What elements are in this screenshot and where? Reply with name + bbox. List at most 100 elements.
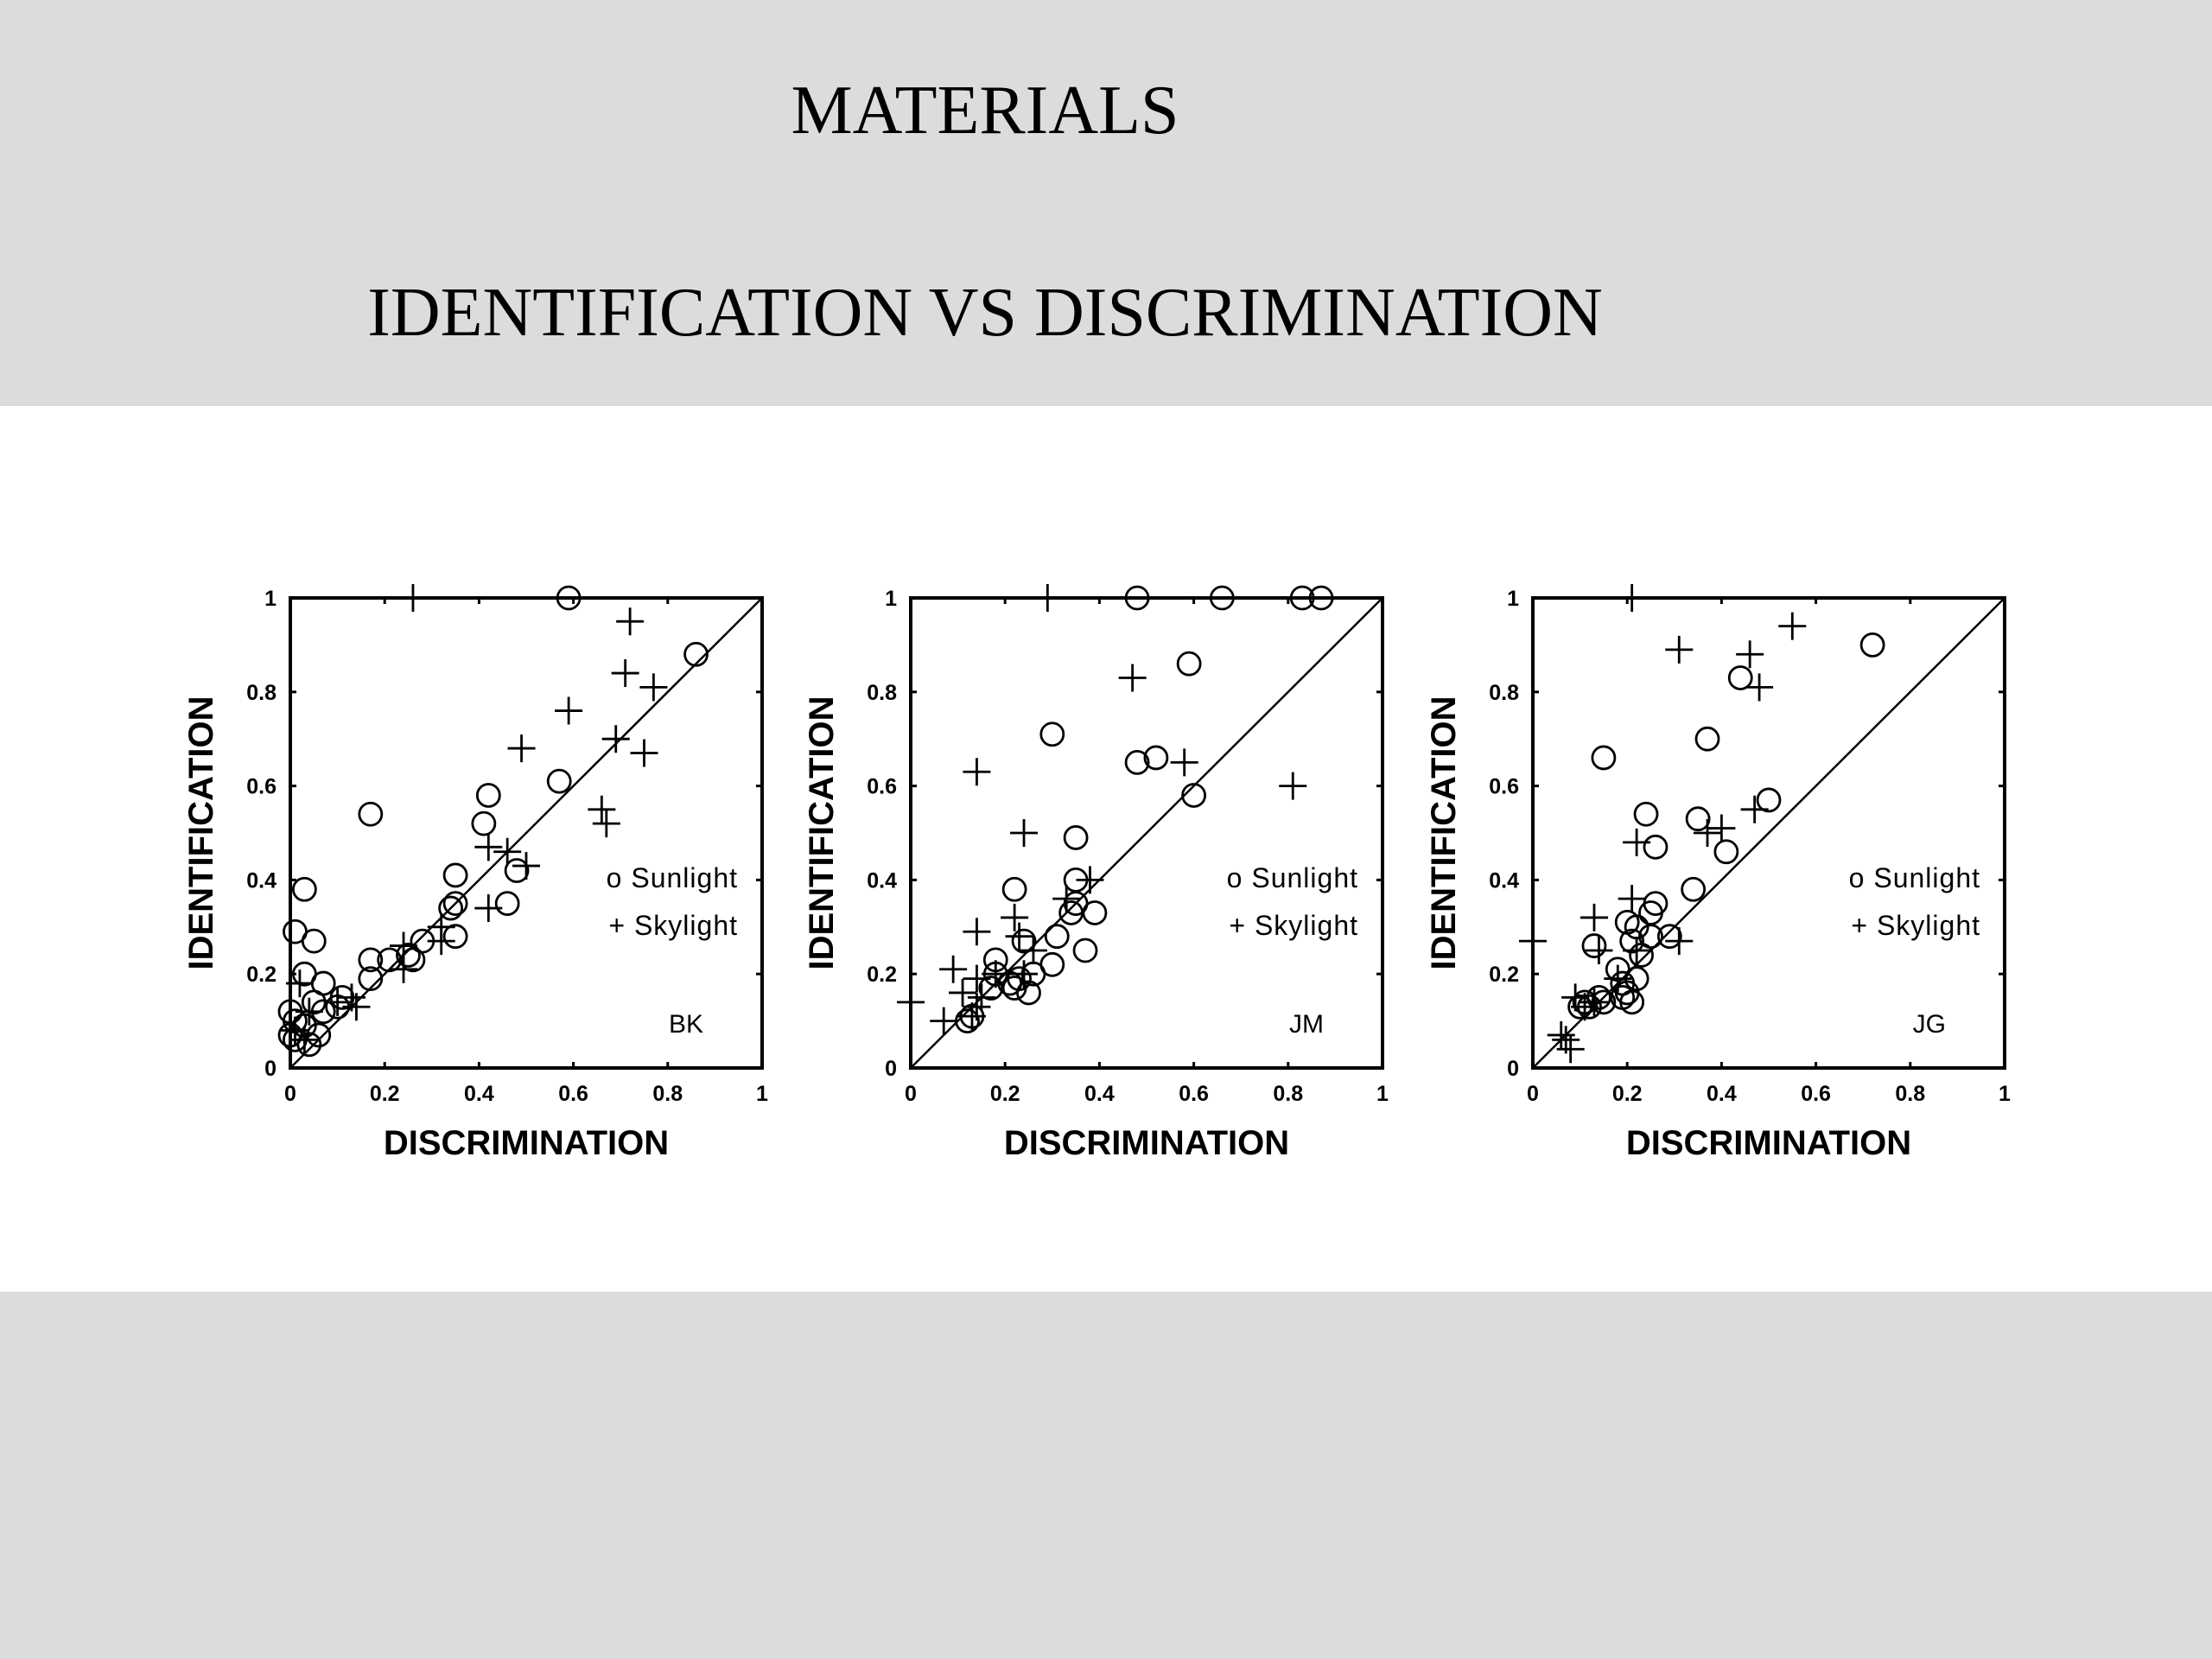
skylight-point [512,852,540,880]
y-tick-label: 0.2 [867,963,897,987]
sunlight-point [1001,876,1027,902]
sunlight-point [1308,585,1334,611]
skylight-point [295,997,323,1026]
skylight-point [474,894,503,923]
y-axis-label: IDENTIFICATION [803,696,841,969]
panel-label: JM [1289,1010,1324,1039]
x-tick-label: 0.8 [652,1082,683,1106]
y-tick-label: 0.4 [246,868,276,893]
x-tick-label: 0.8 [1895,1082,1925,1106]
skylight-point [1010,960,1039,988]
panel-label: BK [669,1010,703,1039]
skylight-point [639,673,668,702]
identity-line [910,597,1383,1069]
slide-footer [0,1292,2212,1659]
sunlight-point [358,966,384,992]
skylight-point [963,918,991,946]
scatter-panel-jg: 00 0.2 0.2 0.4 0.4 0.6 0.6 0.8 0.8 1 1 DISCRIMINATI… [1425,584,2011,1162]
plot-frame [909,596,1384,1070]
skylight-point [323,988,352,1016]
x-tick-label: 1 [1376,1082,1389,1106]
figure-area [0,406,2212,1292]
x-tick-label: 1 [756,1082,768,1106]
sunlight-point [301,989,327,1015]
skylight-point [390,955,418,983]
y-tick-label: 0.4 [1489,868,1519,893]
plot-frame [289,596,764,1070]
y-tick-label: 1 [264,587,276,611]
sunlight-point [1643,834,1669,860]
sunlight-point [683,641,709,667]
skylight-point [1519,927,1547,956]
skylight-point [1076,866,1104,894]
sunlight-point [1176,651,1202,677]
legend-skylight: + Skylight [608,910,738,941]
y-tick-label: 0 [264,1057,276,1081]
y-tick-label: 0.8 [867,681,897,705]
legend-sunlight: o Sunlight [1227,862,1358,893]
skylight-point [390,931,418,960]
sunlight-point [556,585,582,611]
skylight-point [1585,937,1613,964]
skylight-point [1547,1020,1575,1049]
sunlight-point [1629,943,1654,968]
skylight-point [493,837,522,866]
skylight-point [1665,927,1694,956]
skylight-point [555,696,583,725]
slide-header: MATERIALS IDENTIFICATION VS DISCRIMINATI… [0,0,2212,406]
sunlight-point [1756,787,1782,813]
y-tick-label: 0 [885,1057,897,1081]
sunlight-point [475,783,501,808]
sunlight-point [438,895,464,921]
y-tick-label: 0.8 [1489,681,1519,705]
sunlight-point [955,1008,980,1033]
x-axis-label: DISCRIMINATION [1626,1124,1911,1162]
y-tick-label: 0.8 [246,681,276,705]
skylight-point [1010,819,1039,847]
skylight-point [1052,885,1081,913]
skylight-point [507,734,536,763]
skylight-point [1694,819,1722,847]
legend-skylight: + Skylight [1851,910,1980,941]
x-tick-label: 0.6 [558,1082,588,1106]
skylight-point [939,955,968,983]
sunlight-point [358,801,384,827]
x-tick-label: 0.2 [1612,1082,1643,1106]
sunlight-point [1044,924,1070,950]
skylight-point [1556,1035,1585,1064]
scatter-panel-jm: 00 0.2 0.2 0.4 0.4 0.6 0.6 0.8 0.8 1 1 DISCRIMINATI… [803,584,1389,1162]
sunlight-point [504,858,530,883]
slide-subtitle: IDENTIFICATION VS DISCRIMINATION [367,275,1603,351]
sunlight-point [1039,721,1065,747]
skylight-point [1170,748,1198,777]
sunlight-point [1619,928,1645,954]
plot-frame [1531,596,2006,1070]
slide-title: MATERIALS [791,73,1179,149]
skylight-point [601,725,630,753]
legend-sunlight: o Sunlight [1849,862,1980,893]
sunlight-point [1072,938,1098,963]
sunlight-point [442,862,468,888]
y-tick-label: 1 [885,587,897,611]
skylight-point [427,927,455,956]
skylight-point [1740,795,1769,823]
sunlight-point [1289,585,1315,611]
x-tick-label: 0.4 [464,1082,494,1106]
sunlight-point [358,947,384,973]
skylight-point [1736,640,1764,669]
sunlight-point [1124,585,1150,611]
skylight-point [1019,937,1047,964]
sunlight-point [1001,976,1027,1001]
x-tick-label: 0 [284,1082,296,1106]
x-tick-label: 0.6 [1801,1082,1831,1106]
sunlight-point [1011,928,1037,954]
x-axis-label: DISCRIMINATION [1004,1124,1289,1162]
skylight-point [1618,885,1646,913]
skylight-point [1623,828,1651,856]
identity-line [1532,597,2005,1069]
skylight-point [630,739,658,767]
y-axis-label: IDENTIFICATION [1425,696,1463,969]
sunlight-point [442,891,468,916]
sunlight-point [1591,745,1617,771]
